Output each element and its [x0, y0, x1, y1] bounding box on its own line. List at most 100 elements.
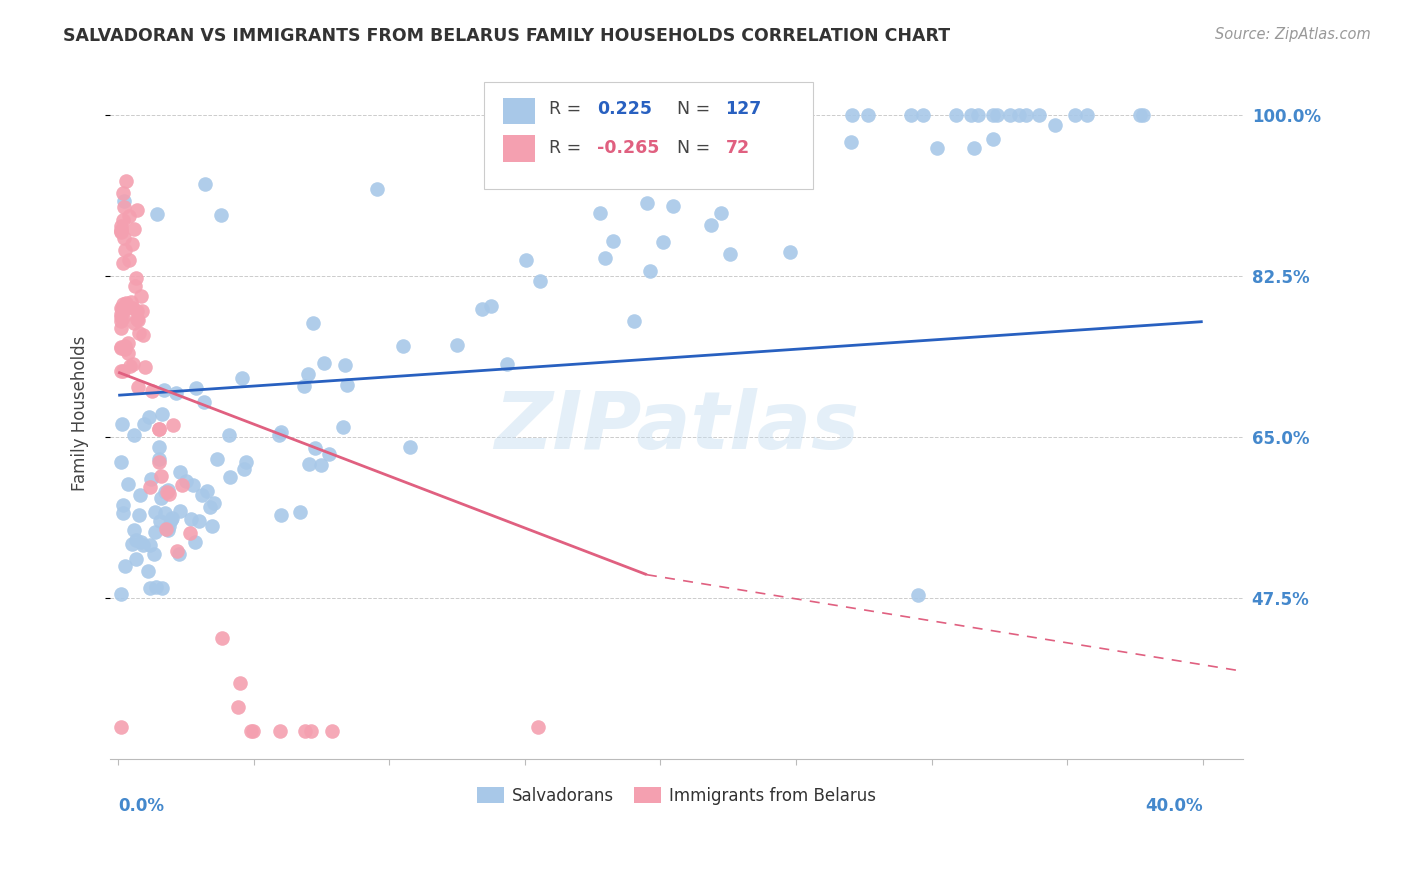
Point [153, 485, 176, 500]
Point [638, 151, 661, 165]
Point [114, 244, 136, 258]
Point [181, 478, 204, 492]
Point [124, 271, 146, 285]
Point [1045, 119, 1067, 133]
Text: -0.265: -0.265 [598, 139, 659, 157]
Point [112, 297, 135, 311]
Point [336, 378, 359, 392]
Point [120, 294, 142, 309]
Point [110, 225, 132, 239]
FancyBboxPatch shape [484, 82, 813, 189]
Point [115, 174, 138, 188]
Point [1063, 107, 1085, 121]
Point [311, 458, 333, 473]
Point [117, 336, 139, 351]
Point [856, 107, 879, 121]
Point [167, 547, 190, 561]
Point [166, 544, 188, 558]
Point [132, 538, 155, 552]
Point [114, 338, 136, 352]
Point [1015, 107, 1038, 121]
Point [129, 289, 152, 303]
Point [111, 364, 134, 378]
Point [235, 455, 257, 469]
Point [129, 488, 152, 502]
Point [169, 465, 191, 479]
Point [111, 256, 134, 270]
Point [110, 301, 132, 315]
Point [651, 235, 673, 249]
Point [131, 303, 153, 318]
FancyBboxPatch shape [503, 97, 536, 124]
Point [191, 488, 214, 502]
Point [110, 321, 132, 335]
Point [294, 379, 316, 393]
Point [366, 182, 388, 196]
Point [114, 342, 136, 356]
Text: R =: R = [548, 100, 581, 119]
Point [304, 441, 326, 455]
Point [229, 676, 252, 690]
Point [110, 223, 132, 237]
Point [149, 468, 172, 483]
Point [479, 299, 502, 313]
Point [125, 312, 148, 326]
Point [471, 301, 494, 316]
Point [125, 552, 148, 566]
Point [218, 428, 240, 442]
Point [184, 535, 207, 549]
Y-axis label: Family Households: Family Households [72, 336, 89, 491]
Point [127, 380, 149, 394]
Point [159, 513, 181, 527]
Point [294, 724, 316, 739]
Point [124, 279, 146, 293]
Point [110, 455, 132, 469]
Point [201, 519, 224, 533]
Point [150, 581, 173, 595]
Point [136, 564, 159, 578]
Point [114, 200, 136, 214]
Point [398, 440, 420, 454]
Point [318, 447, 340, 461]
Point [446, 338, 468, 352]
Point [148, 421, 170, 435]
Point [155, 506, 177, 520]
Point [302, 316, 325, 330]
Point [157, 523, 180, 537]
Point [110, 720, 132, 734]
Point [184, 381, 207, 395]
Text: ZIPatlas: ZIPatlas [495, 388, 859, 467]
Text: Source: ZipAtlas.com: Source: ZipAtlas.com [1215, 27, 1371, 42]
Point [121, 536, 143, 550]
Point [515, 252, 537, 267]
Point [129, 535, 152, 549]
Point [299, 724, 322, 739]
Point [959, 107, 981, 121]
Point [209, 208, 232, 222]
Legend: Salvadorans, Immigrants from Belarus: Salvadorans, Immigrants from Belarus [471, 780, 883, 811]
FancyBboxPatch shape [503, 136, 536, 161]
Point [110, 310, 132, 324]
Point [145, 505, 167, 519]
Point [139, 472, 162, 486]
Point [132, 417, 155, 432]
Point [111, 213, 134, 227]
Point [143, 524, 166, 539]
Point [138, 581, 160, 595]
Point [623, 314, 645, 328]
Point [1076, 107, 1098, 121]
Point [589, 206, 612, 220]
Point [112, 231, 135, 245]
Point [115, 301, 138, 315]
Point [198, 500, 221, 514]
Point [312, 356, 335, 370]
Point [128, 326, 150, 340]
Point [495, 357, 517, 371]
Point [110, 364, 132, 378]
Point [157, 519, 180, 533]
Point [150, 407, 173, 421]
Point [160, 511, 183, 525]
Point [332, 419, 354, 434]
Point [1007, 107, 1029, 121]
Point [267, 428, 290, 442]
